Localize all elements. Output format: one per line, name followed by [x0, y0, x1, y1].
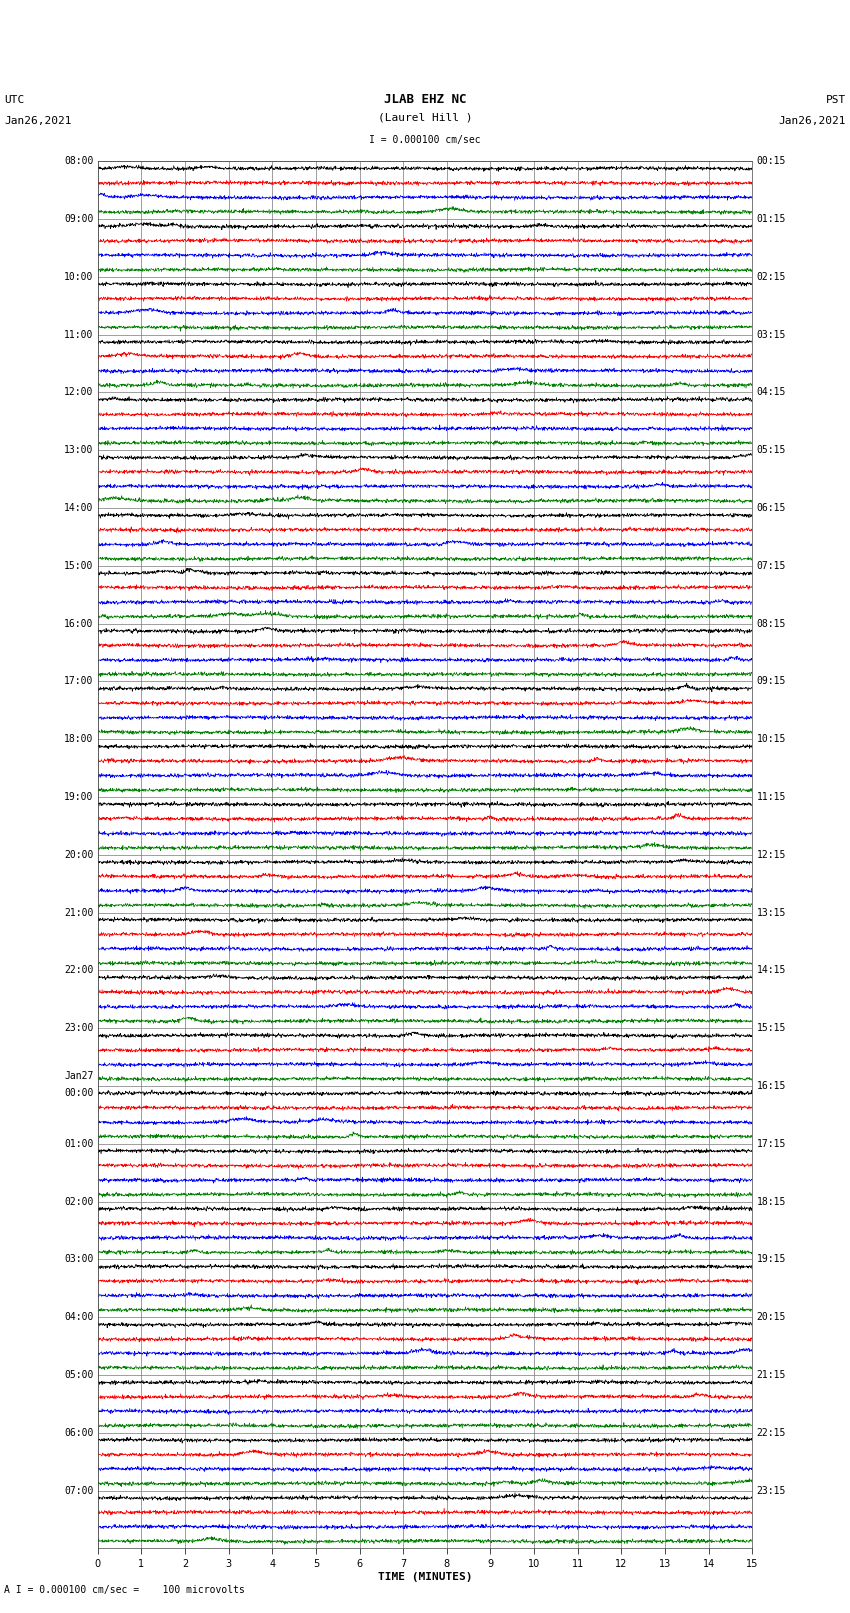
Text: 15:15: 15:15 — [756, 1023, 786, 1034]
Text: 06:15: 06:15 — [756, 503, 786, 513]
Text: 15:00: 15:00 — [64, 561, 94, 571]
Text: 03:15: 03:15 — [756, 329, 786, 340]
Text: 05:15: 05:15 — [756, 445, 786, 455]
Text: 13:00: 13:00 — [64, 445, 94, 455]
Text: A I = 0.000100 cm/sec =    100 microvolts: A I = 0.000100 cm/sec = 100 microvolts — [4, 1586, 245, 1595]
Text: 18:00: 18:00 — [64, 734, 94, 744]
Text: 13:15: 13:15 — [756, 908, 786, 918]
Text: Jan27: Jan27 — [64, 1071, 94, 1081]
Text: 10:00: 10:00 — [64, 273, 94, 282]
Text: 07:15: 07:15 — [756, 561, 786, 571]
Text: 20:15: 20:15 — [756, 1313, 786, 1323]
Text: I = 0.000100 cm/sec: I = 0.000100 cm/sec — [369, 134, 481, 145]
Text: 09:00: 09:00 — [64, 215, 94, 224]
Text: 02:15: 02:15 — [756, 273, 786, 282]
Text: 19:15: 19:15 — [756, 1255, 786, 1265]
Text: 22:00: 22:00 — [64, 966, 94, 976]
Text: 09:15: 09:15 — [756, 676, 786, 687]
Text: 00:00: 00:00 — [64, 1087, 94, 1098]
Text: 03:00: 03:00 — [64, 1255, 94, 1265]
Text: 02:00: 02:00 — [64, 1197, 94, 1207]
Text: PST: PST — [825, 95, 846, 105]
Text: 16:15: 16:15 — [756, 1081, 786, 1090]
Text: 17:15: 17:15 — [756, 1139, 786, 1148]
Text: 04:00: 04:00 — [64, 1313, 94, 1323]
Text: Jan26,2021: Jan26,2021 — [779, 116, 846, 126]
X-axis label: TIME (MINUTES): TIME (MINUTES) — [377, 1571, 473, 1582]
Text: Jan26,2021: Jan26,2021 — [4, 116, 71, 126]
Text: 22:15: 22:15 — [756, 1428, 786, 1437]
Text: 12:15: 12:15 — [756, 850, 786, 860]
Text: 11:00: 11:00 — [64, 329, 94, 340]
Text: 01:00: 01:00 — [64, 1139, 94, 1148]
Text: 00:15: 00:15 — [756, 156, 786, 166]
Text: 06:00: 06:00 — [64, 1428, 94, 1437]
Text: 12:00: 12:00 — [64, 387, 94, 397]
Text: 18:15: 18:15 — [756, 1197, 786, 1207]
Text: 04:15: 04:15 — [756, 387, 786, 397]
Text: 05:00: 05:00 — [64, 1369, 94, 1381]
Text: 01:15: 01:15 — [756, 215, 786, 224]
Text: 21:00: 21:00 — [64, 908, 94, 918]
Text: 14:15: 14:15 — [756, 966, 786, 976]
Text: 21:15: 21:15 — [756, 1369, 786, 1381]
Text: JLAB EHZ NC: JLAB EHZ NC — [383, 94, 467, 106]
Text: 20:00: 20:00 — [64, 850, 94, 860]
Text: (Laurel Hill ): (Laurel Hill ) — [377, 113, 473, 123]
Text: 17:00: 17:00 — [64, 676, 94, 687]
Text: UTC: UTC — [4, 95, 25, 105]
Text: 07:00: 07:00 — [64, 1486, 94, 1495]
Text: 08:15: 08:15 — [756, 619, 786, 629]
Text: 08:00: 08:00 — [64, 156, 94, 166]
Text: 23:15: 23:15 — [756, 1486, 786, 1495]
Text: 14:00: 14:00 — [64, 503, 94, 513]
Text: 23:00: 23:00 — [64, 1023, 94, 1034]
Text: 19:00: 19:00 — [64, 792, 94, 802]
Text: 11:15: 11:15 — [756, 792, 786, 802]
Text: 10:15: 10:15 — [756, 734, 786, 744]
Text: 16:00: 16:00 — [64, 619, 94, 629]
